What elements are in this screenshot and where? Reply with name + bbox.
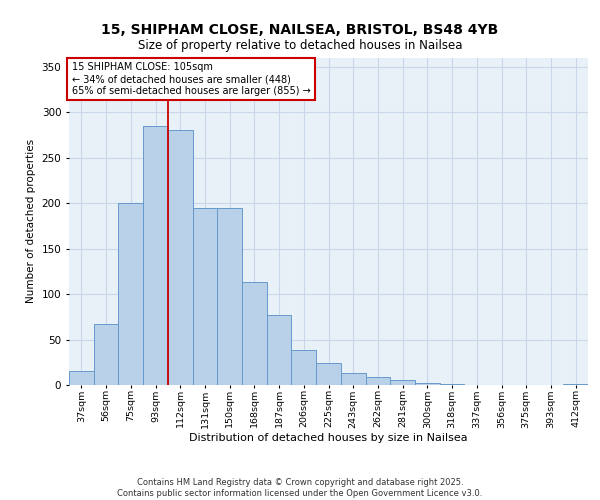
Bar [118,203,143,385]
Text: Size of property relative to detached houses in Nailsea: Size of property relative to detached ho… [138,39,462,52]
Bar [563,384,588,385]
Bar [440,384,464,385]
Bar [390,380,415,385]
Bar [242,282,267,385]
Bar [365,377,390,385]
Text: 15, SHIPHAM CLOSE, NAILSEA, BRISTOL, BS48 4YB: 15, SHIPHAM CLOSE, NAILSEA, BRISTOL, BS4… [101,22,499,36]
Y-axis label: Number of detached properties: Number of detached properties [26,139,36,304]
Bar [341,373,365,385]
X-axis label: Distribution of detached houses by size in Nailsea: Distribution of detached houses by size … [189,433,468,443]
Bar [143,126,168,385]
Bar [193,208,217,385]
Bar [168,130,193,385]
Bar [69,372,94,385]
Text: Contains HM Land Registry data © Crown copyright and database right 2025.
Contai: Contains HM Land Registry data © Crown c… [118,478,482,498]
Bar [94,324,118,385]
Bar [415,383,440,385]
Bar [316,363,341,385]
Bar [292,350,316,385]
Text: 15 SHIPHAM CLOSE: 105sqm
← 34% of detached houses are smaller (448)
65% of semi-: 15 SHIPHAM CLOSE: 105sqm ← 34% of detach… [71,62,310,96]
Bar [217,208,242,385]
Bar [267,315,292,385]
